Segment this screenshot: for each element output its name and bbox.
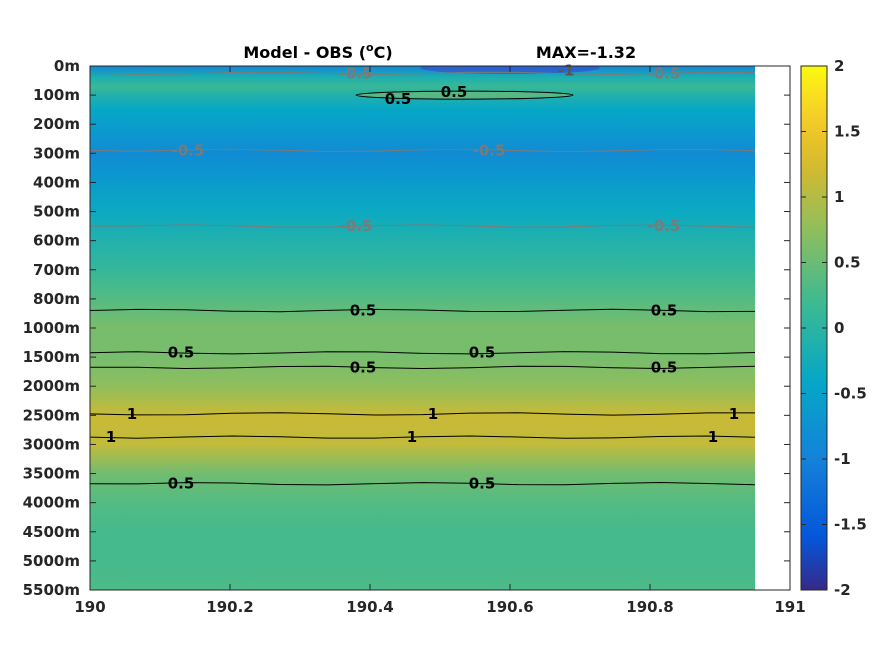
contour-lines [90, 71, 755, 486]
contour-labels: -0.5 -0.5 -0.5 -0.5 -0.5 -0.5 0.5 0.5 0.5 0.5 0.5 0… [106, 61, 739, 493]
y-tick-label: 5000m [23, 552, 80, 570]
colorbar-tick-label: -0.5 [834, 385, 867, 403]
y-tick-label: 300m [33, 144, 80, 162]
y-tick-label: 2000m [23, 377, 80, 395]
heatmap-fill [90, 66, 755, 590]
contour-line [90, 308, 755, 313]
y-tick-label: 1500m [23, 348, 80, 366]
contour-label: 0.5 [469, 475, 496, 493]
colorbar-tick-label: -2 [834, 581, 851, 599]
y-tick-label: 100m [33, 86, 80, 104]
y-tick-label: 700m [33, 261, 80, 279]
contour-label: 1 [127, 405, 137, 423]
contour-label: 1 [106, 428, 116, 446]
plot-area: -0.5 -0.5 -0.5 -0.5 -0.5 -0.5 0.5 0.5 0.5 0.5 0.5 0… [89, 61, 791, 591]
x-tick-label: 191 [774, 598, 805, 616]
contour-line [90, 365, 755, 370]
contour-label: -0.5 [648, 217, 681, 235]
contour-line [90, 224, 755, 228]
y-tick-label: 3000m [23, 435, 80, 453]
contour-label: 0.5 [385, 90, 412, 108]
contour-label: -1 [558, 61, 575, 79]
contour-label: -0.5 [473, 141, 506, 159]
contour-line [90, 148, 755, 153]
contour-line [90, 71, 755, 76]
contour-label: 1 [428, 405, 438, 423]
y-tick-label: 4500m [23, 523, 80, 541]
x-tick-label: 190.2 [206, 598, 253, 616]
max-label: MAX=-1.32 [536, 43, 636, 62]
y-tick-label: 4000m [23, 494, 80, 512]
contour-label: 0.5 [168, 344, 195, 362]
contour-label: -0.5 [172, 141, 205, 159]
contour-label: -0.5 [648, 64, 681, 82]
y-axis: 0m 100m 200m 300m 400m 500m 600m 700m 800m 1000m 1… [23, 57, 790, 599]
contour-label: -0.5 [340, 64, 373, 82]
contour-label: -0.5 [340, 217, 373, 235]
colorbar-tick-label: 0.5 [834, 254, 861, 272]
x-tick-label: 190.6 [486, 598, 533, 616]
y-tick-label: 5500m [23, 581, 80, 599]
y-tick-label: 500m [33, 203, 80, 221]
y-tick-label: 2500m [23, 406, 80, 424]
contour-label: 0.5 [350, 302, 377, 320]
contour-line [90, 435, 755, 439]
contour-label: 0.5 [168, 475, 195, 493]
contour-label: 0.5 [469, 344, 496, 362]
contour-label: 0.5 [350, 358, 377, 376]
colorbar: 2 1.5 1 0.5 0 -0.5 -1 -1.5 -2 [800, 57, 867, 599]
heatmap-field [90, 66, 755, 590]
contour-line [90, 351, 755, 355]
x-tick-label: 190.8 [626, 598, 673, 616]
y-tick-label: 600m [33, 232, 80, 250]
x-axis: 190 190.2 190.4 190.6 190.8 191 [74, 66, 806, 616]
y-tick-label: 400m [33, 173, 80, 191]
colorbar-tick-label: 0 [834, 319, 844, 337]
contour-label: 0.5 [441, 83, 468, 101]
contour-label: 0.5 [651, 302, 678, 320]
y-tick-label: 0m [54, 57, 80, 75]
colorbar-ticks: 2 1.5 1 0.5 0 -0.5 -1 -1.5 -2 [801, 57, 867, 599]
contour-label: 1 [708, 428, 718, 446]
contour-label: 1 [729, 405, 739, 423]
contour-line [90, 481, 755, 486]
y-tick-label: 3500m [23, 465, 80, 483]
colorbar-tick-label: -1 [834, 450, 851, 468]
y-tick-label: 800m [33, 290, 80, 308]
colorbar-tick-label: 1 [834, 188, 844, 206]
chart-title: Model - OBS (oC) [243, 41, 392, 62]
contour-label: 1 [407, 428, 417, 446]
colorbar-tick-label: 1.5 [834, 123, 861, 141]
closed-contour-0.5 [355, 90, 574, 100]
contour-line [90, 412, 755, 416]
x-tick-label: 190.4 [346, 598, 393, 616]
colorbar-tick-label: 2 [834, 57, 844, 75]
x-tick-label: 190 [74, 598, 105, 616]
y-tick-label: 200m [33, 115, 80, 133]
contour-label: 0.5 [651, 358, 678, 376]
y-tick-label: 1000m [23, 319, 80, 337]
colorbar-tick-label: -1.5 [834, 516, 867, 534]
